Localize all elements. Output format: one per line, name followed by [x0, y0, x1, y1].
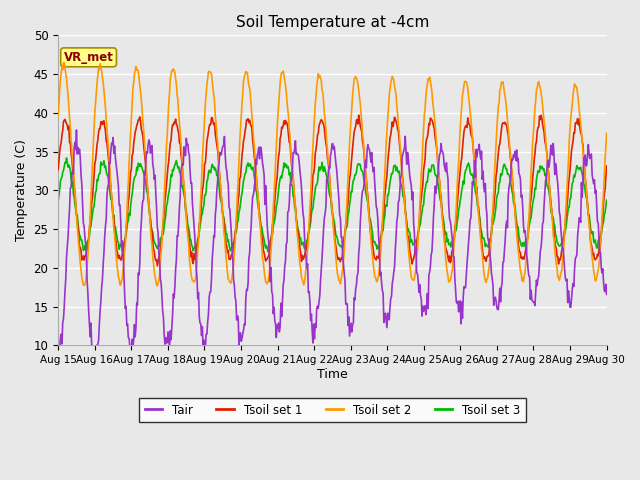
X-axis label: Time: Time: [317, 368, 348, 381]
Text: VR_met: VR_met: [63, 51, 113, 64]
Tsoil set 3: [401, 199, 408, 204]
Tsoil set 2: [54, 113, 62, 119]
Tair: [417, 293, 424, 299]
Tsoil set 3: [54, 198, 62, 204]
Tsoil set 2: [178, 152, 186, 158]
Line: Tsoil set 3: Tsoil set 3: [58, 158, 607, 252]
Tair: [64, 234, 72, 240]
Tsoil set 2: [154, 283, 161, 288]
Tsoil set 3: [207, 170, 214, 176]
Tsoil set 2: [122, 242, 129, 248]
Tair: [603, 291, 611, 297]
Tsoil set 3: [417, 221, 424, 227]
Tsoil set 3: [118, 249, 126, 255]
Tsoil set 1: [154, 263, 161, 269]
Line: Tsoil set 2: Tsoil set 2: [58, 63, 607, 286]
Tsoil set 1: [355, 112, 362, 118]
Tsoil set 1: [206, 121, 214, 127]
Line: Tair: Tair: [58, 130, 607, 366]
Tair: [178, 164, 186, 170]
Tsoil set 1: [54, 167, 62, 172]
Tsoil set 1: [401, 192, 408, 198]
Tsoil set 2: [207, 69, 214, 75]
Tsoil set 3: [63, 155, 70, 161]
Tsoil set 3: [122, 232, 130, 238]
Title: Soil Temperature at -4cm: Soil Temperature at -4cm: [236, 15, 429, 30]
Tsoil set 2: [60, 60, 68, 66]
Line: Tsoil set 1: Tsoil set 1: [58, 115, 607, 266]
Tsoil set 2: [603, 131, 611, 136]
Tsoil set 1: [121, 240, 129, 246]
Tair: [91, 363, 99, 369]
Tsoil set 2: [417, 189, 424, 194]
Tair: [54, 347, 62, 353]
Tsoil set 1: [177, 152, 185, 157]
Tair: [72, 127, 80, 133]
Tsoil set 3: [603, 197, 611, 203]
Tsoil set 3: [65, 162, 73, 168]
Tair: [122, 303, 130, 309]
Tsoil set 1: [64, 127, 72, 133]
Tsoil set 2: [65, 103, 73, 109]
Tair: [207, 289, 214, 295]
Tsoil set 1: [603, 163, 611, 169]
Tsoil set 3: [178, 184, 186, 190]
Tair: [401, 145, 408, 151]
Tsoil set 2: [401, 199, 408, 204]
Legend: Tair, Tsoil set 1, Tsoil set 2, Tsoil set 3: Tair, Tsoil set 1, Tsoil set 2, Tsoil se…: [139, 397, 526, 422]
Y-axis label: Temperature (C): Temperature (C): [15, 139, 28, 241]
Tsoil set 1: [417, 203, 424, 208]
